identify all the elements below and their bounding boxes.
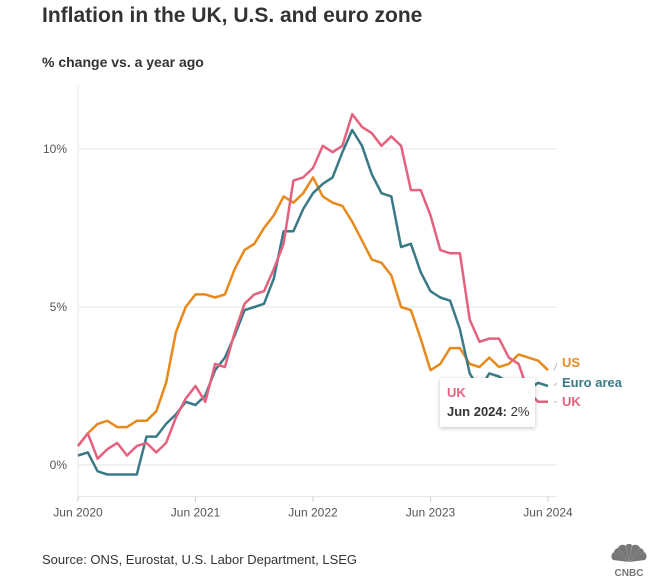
x-tick-label: Jun 2020	[53, 506, 103, 520]
tooltip: UK Jun 2024: 2%	[440, 378, 535, 427]
chart-subtitle: % change vs. a year ago	[42, 54, 204, 70]
x-tick-label: Jun 2021	[171, 506, 221, 520]
tooltip-series: UK	[447, 385, 466, 400]
svg-text:CNBC: CNBC	[615, 568, 644, 579]
tooltip-date: Jun 2024:	[447, 404, 507, 419]
x-tick-label: Jun 2024	[523, 506, 573, 520]
x-tick-label: Jun 2023	[406, 506, 456, 520]
y-tick-label: 5%	[50, 300, 68, 314]
y-tick-label: 10%	[43, 142, 67, 156]
x-tick-label: Jun 2022	[288, 506, 338, 520]
series-label: UK	[562, 394, 581, 409]
tooltip-value-line: Jun 2024: 2%	[447, 404, 529, 419]
series-label: US	[562, 355, 580, 370]
series-line-uk	[77, 112, 548, 460]
cnbc-peacock-logo: CNBC	[611, 544, 647, 579]
y-tick-label: 0%	[50, 458, 68, 472]
plot-area: 0% 5% 10% Jun 2020 Jun 2021 Jun 2022 Jun 2023 J…	[43, 85, 623, 520]
source-note: Source: ONS, Eurostat, U.S. Labor Depart…	[42, 552, 358, 567]
chart-title: Inflation in the UK, U.S. and euro zone	[42, 4, 423, 27]
series-label: Euro area	[562, 375, 623, 390]
series-line-euro-area	[77, 128, 549, 476]
label-connector	[553, 382, 558, 387]
series-line-us	[77, 176, 549, 447]
label-connector	[553, 362, 558, 371]
tooltip-value: 2%	[510, 404, 530, 419]
